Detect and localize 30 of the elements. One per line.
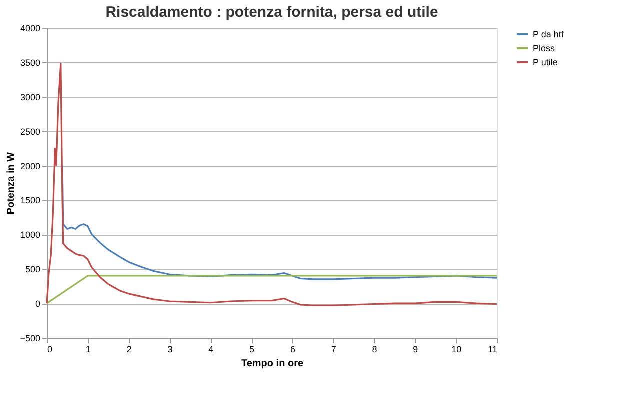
y-tick-label: 1000 <box>20 230 40 240</box>
legend-label: Ploss <box>533 44 556 54</box>
y-tick-label: 3500 <box>20 58 40 68</box>
line-series <box>46 63 498 306</box>
x-tick-label: 0 <box>48 344 53 354</box>
y-tick-label: 500 <box>25 264 40 275</box>
y-tick-label: 3000 <box>20 92 40 102</box>
y-tick-label: 2500 <box>20 126 40 137</box>
y-tick-label: 4000 <box>20 24 40 34</box>
x-tick-label: 6 <box>290 344 296 354</box>
y-tick-label: 0 <box>35 299 40 310</box>
x-tick-label: 2 <box>126 344 132 354</box>
y-tick-label: 1500 <box>20 196 40 206</box>
y-tick-label: −500 <box>20 334 40 344</box>
legend-label: P utile <box>533 58 558 68</box>
x-tick-label: 8 <box>372 344 378 354</box>
x-tick-label: 9 <box>413 344 418 354</box>
legend-label: P da htf <box>533 30 564 40</box>
x-tick-label: 4 <box>208 344 214 354</box>
x-tick-label: 1 <box>86 344 91 354</box>
x-tick-label: 5 <box>250 344 255 354</box>
y-tick-label: 2000 <box>20 161 40 172</box>
x-tick-label: 7 <box>331 344 336 354</box>
y-axis-title: Potenza in W <box>6 152 18 215</box>
x-tick-label: 11 <box>488 344 498 354</box>
chart-title: Riscaldamento : potenza fornita, persa ed utile <box>106 4 438 21</box>
x-tick-label: 10 <box>452 344 462 354</box>
x-tick-label: 3 <box>168 344 173 354</box>
line-series <box>62 164 498 280</box>
x-axis-title: Tempo in ore <box>241 358 304 370</box>
